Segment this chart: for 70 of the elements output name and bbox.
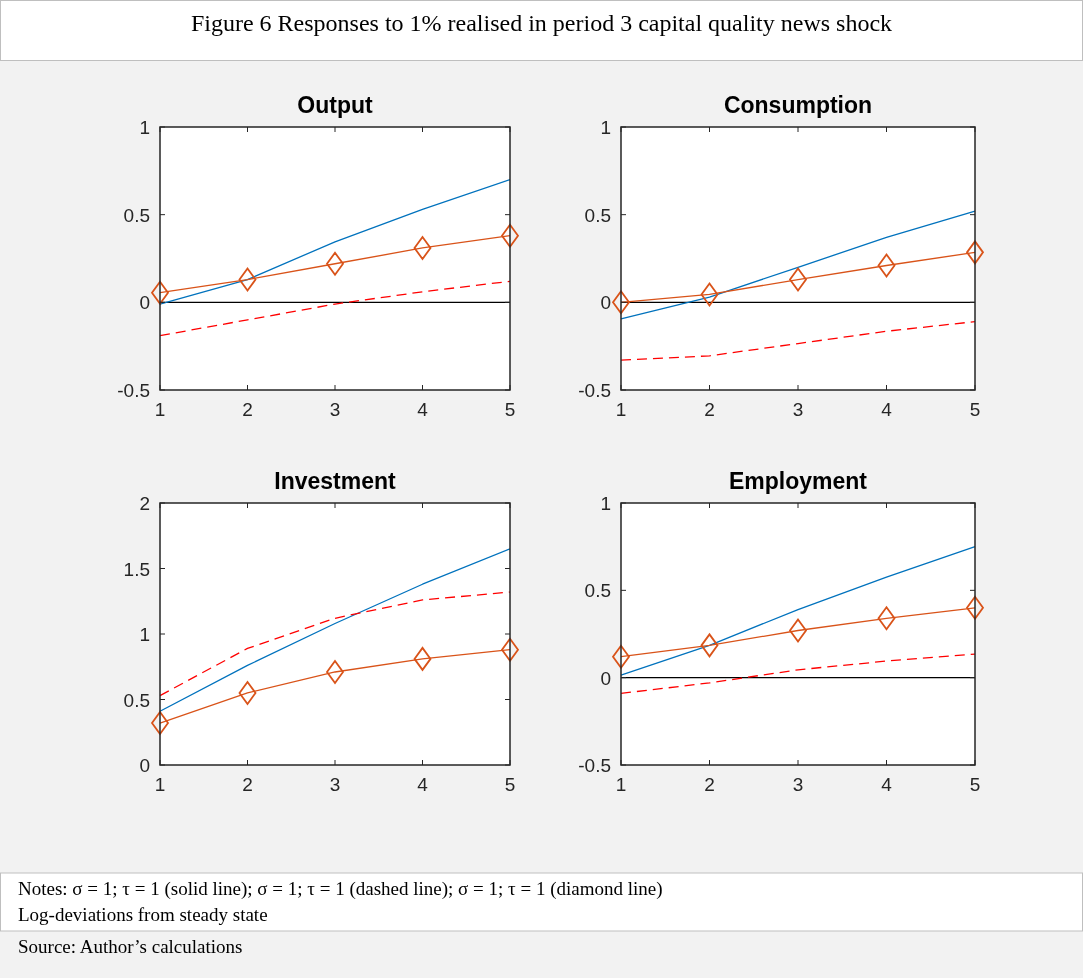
x-tick-label: 2: [242, 774, 253, 795]
y-tick-label: 1: [600, 117, 611, 138]
x-tick-label: 5: [969, 774, 981, 795]
point: [238, 267, 257, 292]
line-series: [159, 280, 511, 337]
chart-title: Consumption: [723, 92, 873, 118]
point: [612, 644, 630, 669]
point: [789, 618, 807, 643]
x-tick-label: 2: [704, 774, 715, 795]
point: [501, 637, 519, 662]
x-tick-label: 5: [504, 774, 516, 795]
x-tick-label: 4: [881, 774, 893, 795]
x-tick-label: 3: [792, 774, 804, 795]
point: [151, 280, 169, 305]
y-tick-label: 0: [139, 755, 150, 776]
line-series: [620, 653, 976, 695]
point: [151, 711, 169, 735]
y-tick-label: 0.5: [584, 580, 611, 602]
point: [877, 606, 896, 631]
y-tick-label: 1: [139, 624, 150, 645]
text: Log-deviations from steady state: [18, 904, 268, 925]
point: [501, 223, 519, 248]
point: [877, 253, 896, 278]
point: [700, 282, 719, 307]
y-tick-label: -0.5: [117, 380, 150, 401]
line-series: [620, 210, 976, 320]
line-series: [620, 546, 976, 676]
point: [413, 236, 432, 260]
y-tick-label: 0.5: [123, 204, 150, 226]
y-tick-label: 0: [139, 292, 150, 314]
x-tick-label: 5: [504, 399, 516, 420]
point: [326, 251, 344, 276]
y-tick-label: 0: [600, 292, 611, 314]
point: [966, 595, 984, 620]
x-tick-label: 2: [242, 399, 253, 420]
point: [238, 681, 257, 705]
x-tick-label: 1: [154, 774, 166, 795]
x-tick-label: 4: [881, 399, 893, 420]
y-tick-label: -0.5: [578, 380, 611, 401]
point: [700, 633, 719, 658]
x-tick-label: 1: [615, 774, 627, 795]
y-tick-label: -0.5: [578, 755, 611, 776]
y-tick-label: 0.5: [584, 204, 611, 226]
y-tick-label: 1: [139, 117, 150, 138]
chart-title: Investment: [274, 468, 397, 494]
x-tick-label: 1: [615, 399, 627, 420]
y-tick-label: 0.5: [123, 689, 150, 711]
source-note: Source: Author’s calculations: [18, 936, 243, 957]
point: [413, 646, 432, 671]
text: Figure 6 Responses to 1% realised in period 3 capital quality news shock: [190, 10, 893, 36]
point: [326, 660, 344, 684]
x-tick-label: 4: [417, 399, 429, 420]
x-tick-label: 4: [417, 774, 429, 795]
y-tick-label: 0: [600, 667, 611, 689]
x-tick-label: 3: [329, 399, 341, 420]
chart-title: Output: [297, 92, 374, 118]
point: [612, 290, 630, 315]
y-tick-label: 2: [139, 493, 150, 514]
line-series: [620, 320, 976, 361]
x-tick-label: 3: [792, 399, 804, 420]
text: Notes: σ = 1; τ = 1 (solid line); σ = 1; τ = 1 (dashed line); σ = 1; τ = 1 (diamond line): [18, 878, 663, 900]
y-tick-label: 1: [600, 493, 611, 514]
chart-title: Employment: [728, 468, 868, 494]
x-tick-label: 1: [154, 399, 166, 420]
x-tick-label: 5: [969, 399, 981, 420]
x-tick-label: 2: [704, 399, 715, 420]
x-tick-label: 3: [329, 774, 341, 795]
point: [966, 240, 984, 265]
y-tick-label: 1.5: [123, 558, 150, 580]
point: [789, 267, 807, 292]
